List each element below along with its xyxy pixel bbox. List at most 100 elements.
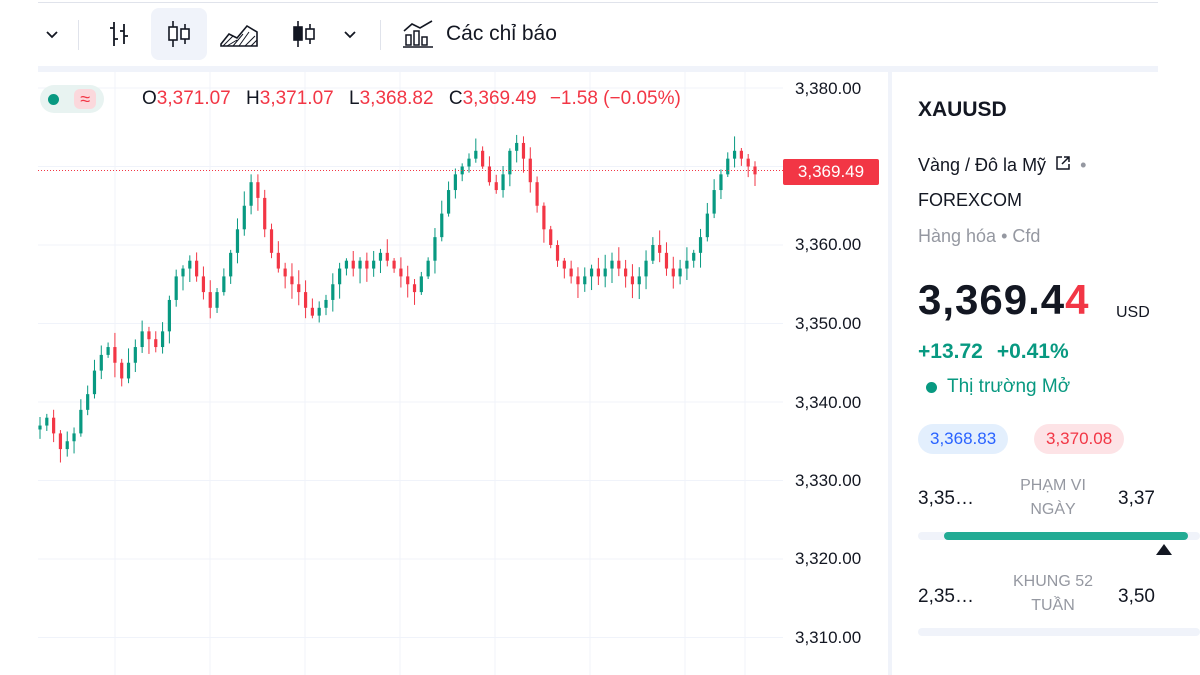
external-link-icon[interactable] bbox=[1054, 154, 1072, 177]
candle-up bbox=[215, 292, 219, 308]
price-change: +13.72 +0.41% bbox=[918, 340, 1083, 364]
candle-down bbox=[154, 339, 158, 348]
bid-price-badge[interactable]: 3,368.83 bbox=[918, 424, 1009, 454]
candle-up bbox=[467, 158, 471, 167]
legend-status-pill[interactable]: ≈ bbox=[40, 85, 104, 113]
low-key: L bbox=[349, 88, 360, 109]
candle-down bbox=[624, 268, 628, 277]
candle-up bbox=[433, 237, 437, 261]
day-range-label-line1: PHẠM VI bbox=[1020, 477, 1086, 494]
candles-chart-button[interactable] bbox=[151, 8, 207, 60]
description-bullet: • bbox=[1080, 155, 1087, 175]
area-chart-button[interactable] bbox=[214, 8, 264, 60]
currency-label: USD bbox=[1116, 304, 1150, 321]
toolbar-separator bbox=[78, 20, 79, 50]
chart-type-dropdown-chevron[interactable] bbox=[336, 8, 364, 60]
market-status[interactable]: Thị trường Mở bbox=[926, 376, 1070, 398]
exchange-name[interactable]: FOREXCOM bbox=[918, 190, 1023, 210]
candle-down bbox=[406, 276, 410, 285]
change-value: −1.58 (−0.05%) bbox=[549, 88, 681, 109]
market-status-dot bbox=[926, 381, 937, 393]
candle-down bbox=[113, 347, 117, 363]
panel-divider[interactable] bbox=[888, 72, 892, 675]
indicators-button-icon[interactable] bbox=[398, 8, 438, 60]
candle-down bbox=[303, 292, 308, 308]
indicators-icon bbox=[403, 20, 433, 48]
day-range-track bbox=[918, 532, 1200, 540]
low-value: 3,368.82 bbox=[359, 88, 434, 109]
candle-up bbox=[106, 347, 110, 355]
candle-down bbox=[658, 245, 662, 253]
hollow-candles-button[interactable] bbox=[282, 8, 326, 60]
candle-up bbox=[698, 237, 703, 253]
ask-price-badge[interactable]: 3,370.08 bbox=[1034, 424, 1125, 454]
candle-up bbox=[92, 370, 97, 395]
candle-down bbox=[385, 252, 389, 261]
candle-up bbox=[99, 354, 103, 371]
candle-down bbox=[392, 260, 396, 269]
candle-up bbox=[685, 260, 689, 269]
symbol-description[interactable]: Vàng / Đô la Mỹ • bbox=[918, 154, 1086, 177]
chart-toolbar: Các chỉ báo bbox=[0, 8, 1160, 60]
candle-down bbox=[549, 229, 553, 245]
candle-up bbox=[65, 441, 69, 450]
candle-up bbox=[79, 409, 83, 434]
area-chart-icon bbox=[220, 24, 258, 47]
bars-chart-button[interactable] bbox=[96, 8, 142, 60]
candle-up bbox=[338, 268, 342, 285]
y-tick-label: 3,380.00 bbox=[795, 79, 862, 98]
candle-up bbox=[160, 331, 165, 348]
candle-up bbox=[501, 174, 505, 191]
candle-down bbox=[58, 433, 63, 450]
market-status-text: Thị trường Mở bbox=[947, 376, 1071, 397]
candle-down bbox=[297, 284, 301, 293]
candle-down bbox=[283, 268, 287, 277]
candle-up bbox=[440, 213, 444, 238]
day-range-label: PHẠM VI NGÀY bbox=[992, 474, 1114, 522]
week52-range-track bbox=[918, 628, 1200, 636]
current-price-tag: 3,369.49 bbox=[783, 159, 879, 185]
candle-up bbox=[419, 276, 423, 293]
candle-down bbox=[569, 268, 573, 277]
symbol-details-panel: XAUUSD Vàng / Đô la Mỹ • FOREXCOM Hàng h… bbox=[892, 72, 1200, 675]
indicators-button-label[interactable]: Các chỉ báo bbox=[446, 22, 557, 45]
timeframe-dropdown-chevron[interactable] bbox=[38, 8, 66, 60]
candle-up bbox=[372, 260, 376, 269]
candle-up bbox=[317, 307, 321, 316]
week52-range-label-line2: TUẦN bbox=[1031, 597, 1075, 614]
candle-up bbox=[181, 268, 185, 277]
candle-up bbox=[515, 142, 519, 151]
candle-down bbox=[481, 150, 485, 167]
candle-up bbox=[678, 268, 682, 277]
ohlc-legend: ≈ O3,371.07 H3,371.07 L3,368.82 C3,369.4… bbox=[40, 84, 681, 114]
candle-up bbox=[603, 268, 607, 277]
candle-up bbox=[167, 299, 171, 332]
open-key: O bbox=[142, 88, 157, 109]
candle-up bbox=[72, 433, 76, 442]
candle-down bbox=[521, 142, 526, 159]
open-value: 3,371.07 bbox=[156, 88, 231, 109]
candle-up bbox=[140, 331, 144, 348]
candle-down bbox=[310, 307, 314, 316]
day-range-low: 3,35… bbox=[918, 488, 974, 509]
high-value: 3,371.07 bbox=[259, 88, 334, 109]
candle-up bbox=[644, 260, 648, 277]
candle-down bbox=[630, 276, 635, 285]
candle-up bbox=[86, 394, 90, 410]
bars-icon bbox=[110, 22, 128, 46]
candle-down bbox=[596, 268, 600, 277]
candle-down bbox=[120, 362, 124, 379]
price-chart[interactable] bbox=[0, 72, 888, 675]
last-price: 3,369.44 bbox=[918, 276, 1090, 324]
close-value: 3,369.49 bbox=[462, 88, 537, 109]
symbol-name[interactable]: XAUUSD bbox=[918, 98, 1007, 121]
candle-down bbox=[351, 260, 355, 269]
candle-down bbox=[208, 292, 212, 308]
price-main: 3,369.4 bbox=[918, 276, 1066, 323]
candle-down bbox=[487, 166, 492, 183]
approx-icon: ≈ bbox=[74, 89, 97, 109]
candle-up bbox=[229, 252, 233, 277]
candle-down bbox=[555, 245, 560, 261]
day-range-marker-icon bbox=[1155, 544, 1172, 555]
candle-up bbox=[651, 245, 655, 261]
